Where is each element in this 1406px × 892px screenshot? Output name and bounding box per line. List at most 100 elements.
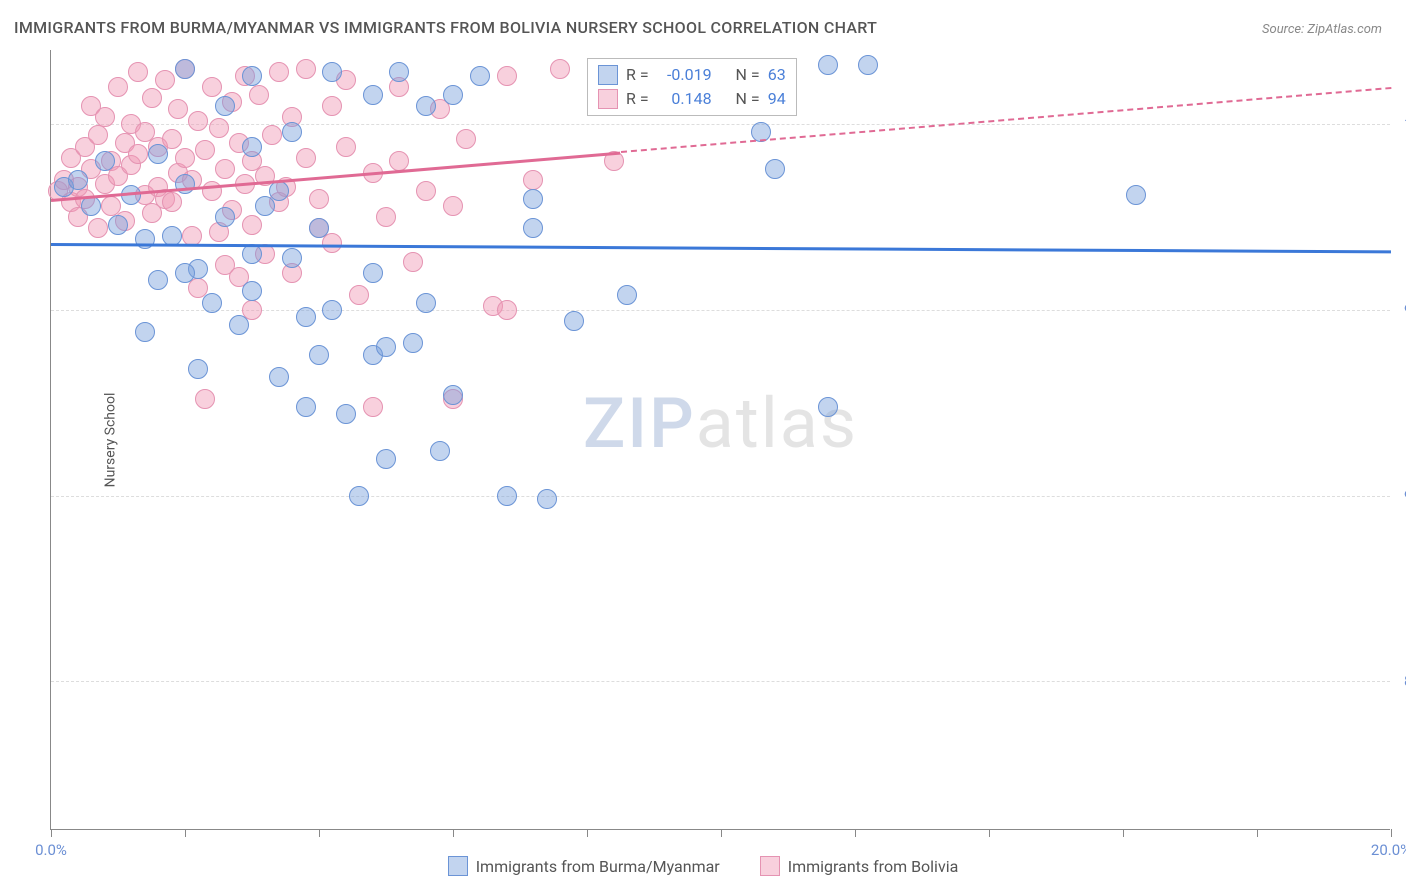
marker-burma — [765, 159, 785, 179]
marker-bolivia — [363, 397, 383, 417]
gridline — [51, 681, 1390, 682]
marker-bolivia — [188, 111, 208, 131]
legend-item: Immigrants from Burma/Myanmar — [448, 856, 720, 876]
marker-bolivia — [550, 59, 570, 79]
legend-swatch — [760, 856, 780, 876]
n-value: 94 — [768, 87, 786, 111]
marker-burma — [336, 404, 356, 424]
marker-burma — [296, 397, 316, 417]
r-label: R = — [626, 63, 649, 87]
marker-bolivia — [162, 192, 182, 212]
n-label: N = — [736, 87, 760, 111]
plot-area: Nursery School ZIPatlas 100.0%95.0%90.0%… — [50, 50, 1390, 830]
marker-burma — [175, 263, 195, 283]
r-value: -0.019 — [657, 63, 712, 87]
marker-burma — [443, 85, 463, 105]
marker-bolivia — [128, 62, 148, 82]
marker-bolivia — [322, 233, 342, 253]
marker-burma — [403, 333, 423, 353]
marker-bolivia — [215, 159, 235, 179]
marker-burma — [282, 248, 302, 268]
marker-bolivia — [128, 144, 148, 164]
marker-burma — [564, 311, 584, 331]
marker-burma — [296, 307, 316, 327]
marker-burma — [497, 486, 517, 506]
marker-bolivia — [376, 207, 396, 227]
marker-burma — [363, 85, 383, 105]
marker-burma — [188, 359, 208, 379]
marker-burma — [363, 263, 383, 283]
legend-label: Immigrants from Burma/Myanmar — [476, 857, 720, 876]
marker-burma — [322, 62, 342, 82]
y-tick-label: 100.0% — [1394, 115, 1406, 133]
n-label: N = — [736, 63, 760, 87]
marker-burma — [135, 229, 155, 249]
marker-burma — [416, 293, 436, 313]
marker-bolivia — [249, 85, 269, 105]
marker-bolivia — [155, 70, 175, 90]
marker-bolivia — [523, 170, 543, 190]
marker-burma — [135, 322, 155, 342]
marker-burma — [1126, 185, 1146, 205]
legend-swatch — [598, 65, 618, 85]
marker-burma — [389, 62, 409, 82]
marker-burma — [322, 300, 342, 320]
marker-burma — [242, 281, 262, 301]
marker-bolivia — [202, 77, 222, 97]
x-tick — [185, 829, 186, 837]
marker-burma — [858, 55, 878, 75]
marker-burma — [242, 244, 262, 264]
legend-swatch — [598, 89, 618, 109]
marker-burma — [215, 96, 235, 116]
marker-bolivia — [88, 218, 108, 238]
marker-burma — [818, 397, 838, 417]
x-tick — [453, 829, 454, 837]
r-value: 0.148 — [657, 87, 712, 111]
marker-burma — [470, 66, 490, 86]
marker-bolivia — [108, 77, 128, 97]
x-tick — [1257, 829, 1258, 837]
marker-bolivia — [195, 389, 215, 409]
marker-bolivia — [296, 148, 316, 168]
legend-label: Immigrants from Bolivia — [788, 857, 959, 876]
stats-legend-row: R = -0.019 N = 63 — [598, 63, 786, 87]
marker-burma — [523, 189, 543, 209]
marker-burma — [108, 215, 128, 235]
marker-burma — [349, 486, 369, 506]
marker-burma — [202, 293, 222, 313]
y-tick-label: 90.0% — [1394, 487, 1406, 505]
x-tick — [721, 829, 722, 837]
n-value: 63 — [768, 63, 786, 87]
x-tick — [1123, 829, 1124, 837]
x-tick — [587, 829, 588, 837]
marker-bolivia — [242, 215, 262, 235]
marker-burma — [282, 122, 302, 142]
x-tick — [1391, 829, 1392, 837]
source-label: Source: ZipAtlas.com — [1262, 22, 1382, 37]
marker-burma — [95, 151, 115, 171]
marker-bolivia — [456, 129, 476, 149]
marker-bolivia — [88, 125, 108, 145]
r-label: R = — [626, 87, 649, 111]
marker-bolivia — [403, 252, 423, 272]
watermark-atlas: atlas — [696, 383, 858, 465]
marker-burma — [242, 66, 262, 86]
marker-burma — [215, 207, 235, 227]
marker-bolivia — [182, 226, 202, 246]
marker-burma — [376, 337, 396, 357]
marker-bolivia — [443, 196, 463, 216]
marker-bolivia — [175, 148, 195, 168]
gridline — [51, 124, 1390, 125]
marker-bolivia — [416, 181, 436, 201]
marker-bolivia — [168, 99, 188, 119]
x-tick — [989, 829, 990, 837]
marker-bolivia — [142, 88, 162, 108]
marker-burma — [376, 449, 396, 469]
y-tick-label: 85.0% — [1394, 672, 1406, 690]
marker-burma — [416, 96, 436, 116]
legend-item: Immigrants from Bolivia — [760, 856, 959, 876]
marker-burma — [81, 196, 101, 216]
marker-burma — [443, 385, 463, 405]
marker-bolivia — [95, 107, 115, 127]
marker-burma — [175, 59, 195, 79]
